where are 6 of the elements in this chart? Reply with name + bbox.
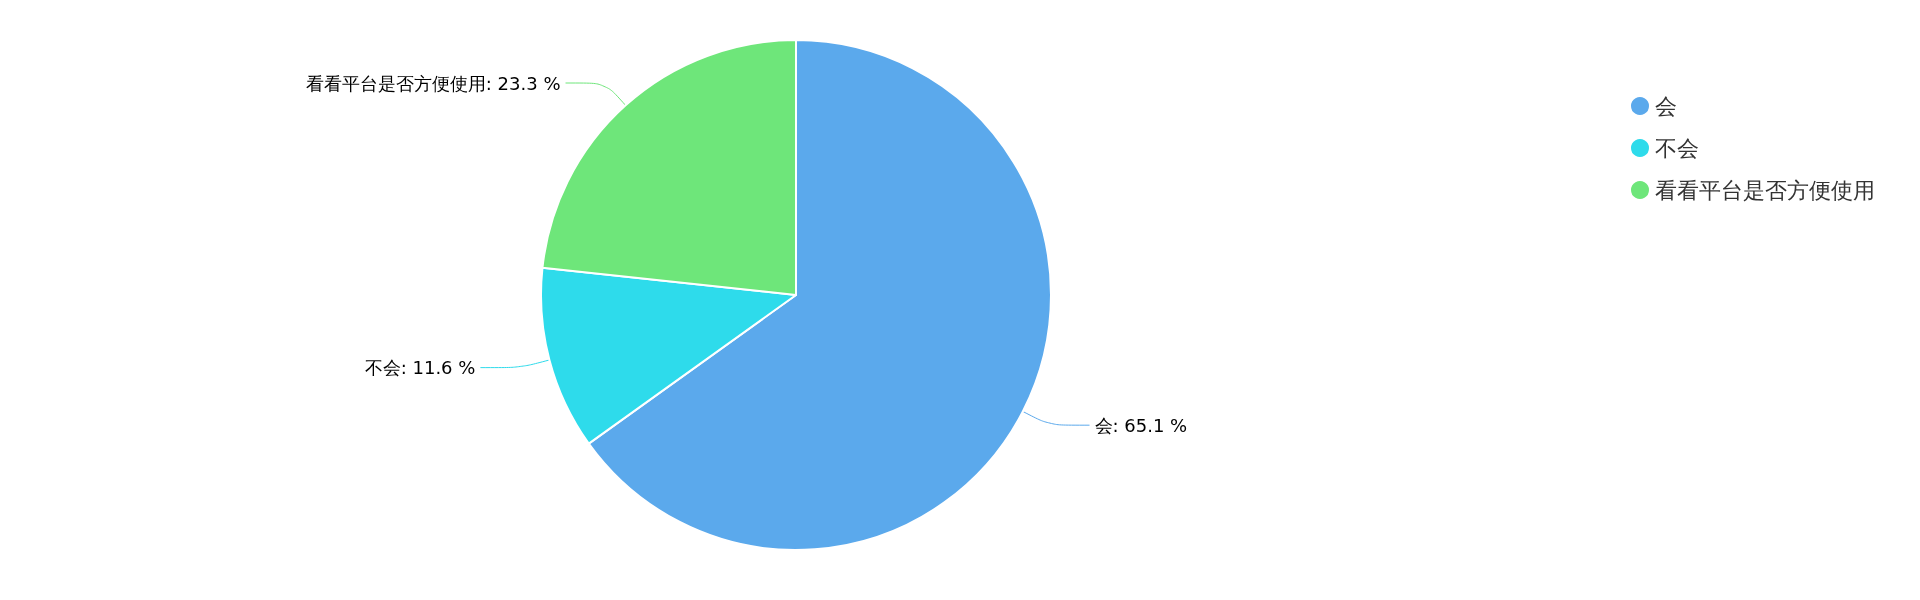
legend-label: 看看平台是否方便使用 [1655, 177, 1875, 203]
legend-label: 会 [1655, 93, 1677, 119]
data-label: 会: 65.1 % [1094, 414, 1188, 436]
data-label: 看看平台是否方便使用: 23.3 % [305, 72, 561, 94]
legend-label: 不会 [1655, 135, 1699, 161]
data-label: 不会: 11.6 % [364, 357, 476, 379]
